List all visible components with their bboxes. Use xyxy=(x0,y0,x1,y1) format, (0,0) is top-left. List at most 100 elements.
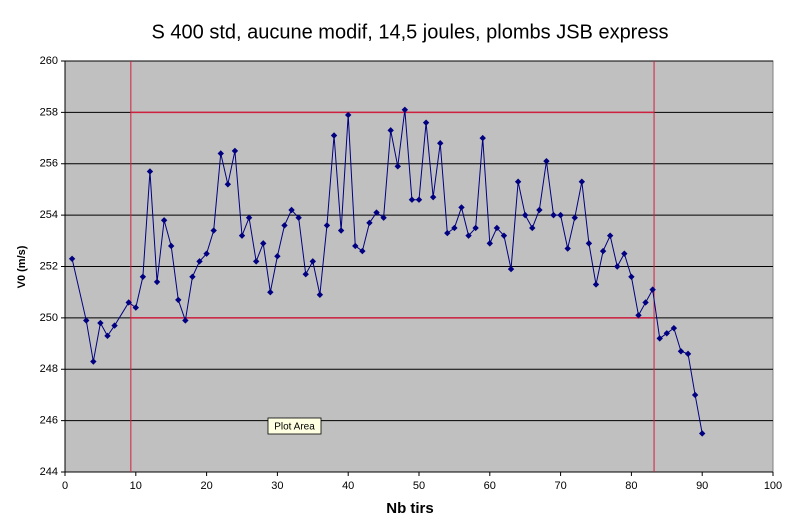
data-marker xyxy=(437,140,444,147)
data-marker xyxy=(295,214,302,221)
data-marker xyxy=(231,147,239,155)
data-marker xyxy=(444,229,451,237)
x-tick-label: 40 xyxy=(342,480,354,492)
data-marker xyxy=(260,240,267,247)
x-tick-label: 60 xyxy=(484,480,496,492)
data-marker xyxy=(422,119,430,126)
data-marker xyxy=(352,242,359,250)
data-marker xyxy=(68,255,76,262)
data-marker xyxy=(663,330,670,337)
data-marker xyxy=(302,271,309,278)
y-tick-label: 246 xyxy=(40,415,58,427)
x-tick-label: 30 xyxy=(271,480,283,492)
data-marker xyxy=(649,286,656,293)
y-tick-label: 252 xyxy=(40,260,58,272)
x-tick-label: 20 xyxy=(200,480,212,492)
data-marker xyxy=(274,253,281,260)
data-marker xyxy=(104,332,111,340)
y-tick-label: 256 xyxy=(40,158,58,170)
data-marker xyxy=(415,196,423,203)
data-marker xyxy=(451,224,458,232)
y-tick-label: 250 xyxy=(40,312,58,324)
data-marker xyxy=(210,227,217,234)
data-marker xyxy=(323,222,331,229)
y-tick-label: 248 xyxy=(40,363,58,375)
chart-title: S 400 std, aucune modif, 14,5 joules, pl… xyxy=(152,21,669,43)
data-marker xyxy=(493,224,501,232)
y-tick-label: 260 xyxy=(40,55,58,67)
x-tick-label: 0 xyxy=(62,480,68,492)
data-marker xyxy=(196,258,203,265)
data-marker xyxy=(224,181,232,188)
data-marker xyxy=(281,222,288,229)
data-marker xyxy=(83,317,90,324)
data-marker xyxy=(408,196,416,203)
data-marker xyxy=(288,206,295,214)
data-marker xyxy=(394,163,401,170)
data-marker xyxy=(153,278,161,286)
data-marker xyxy=(429,193,437,201)
data-marker xyxy=(677,348,685,355)
data-marker xyxy=(571,214,578,221)
data-marker xyxy=(507,265,515,273)
data-marker xyxy=(550,211,557,219)
data-marker xyxy=(139,273,147,280)
data-marker xyxy=(529,224,536,232)
data-marker xyxy=(585,240,593,247)
data-marker xyxy=(699,430,706,437)
data-marker xyxy=(614,263,621,270)
data-marker xyxy=(90,358,97,365)
data-marker xyxy=(132,304,139,311)
x-tick-label: 10 xyxy=(130,480,142,492)
data-marker xyxy=(578,178,586,185)
data-marker xyxy=(182,317,189,324)
data-marker xyxy=(189,273,196,280)
data-marker xyxy=(330,132,338,139)
data-marker xyxy=(160,217,168,224)
x-tick-label: 100 xyxy=(764,480,782,492)
data-marker xyxy=(111,322,118,329)
data-marker xyxy=(543,157,550,165)
data-marker xyxy=(387,127,394,134)
data-marker xyxy=(606,232,614,239)
data-marker xyxy=(168,242,175,250)
data-marker xyxy=(656,335,663,342)
data-marker xyxy=(564,245,571,252)
data-marker xyxy=(252,258,260,265)
data-marker xyxy=(373,209,380,216)
data-marker xyxy=(670,324,678,332)
x-tick-label: 90 xyxy=(696,480,708,492)
data-marker xyxy=(345,111,352,119)
x-tick-label: 50 xyxy=(413,480,425,492)
data-marker xyxy=(691,391,699,399)
data-marker xyxy=(628,273,635,280)
data-marker xyxy=(267,288,274,296)
data-marker xyxy=(684,350,692,358)
data-marker xyxy=(500,232,508,239)
data-marker xyxy=(203,250,210,257)
data-marker xyxy=(316,291,324,298)
data-marker xyxy=(522,211,529,219)
data-marker xyxy=(536,206,543,214)
y-tick-label: 254 xyxy=(40,209,58,221)
data-marker xyxy=(458,204,465,211)
data-marker xyxy=(621,250,628,257)
data-marker xyxy=(635,312,642,319)
data-marker xyxy=(359,247,366,255)
x-tick-label: 80 xyxy=(625,480,637,492)
data-marker xyxy=(238,232,246,239)
data-marker xyxy=(337,227,345,234)
y-axis-label: V0 (m/s) xyxy=(16,245,28,288)
data-line xyxy=(71,109,703,434)
y-tick-label: 258 xyxy=(40,106,58,118)
data-marker xyxy=(97,319,104,327)
annotation: Plot Area xyxy=(274,422,315,433)
data-marker xyxy=(366,219,373,227)
data-marker xyxy=(146,168,154,175)
data-marker xyxy=(309,258,316,265)
data-marker xyxy=(514,178,522,185)
data-marker xyxy=(472,224,479,232)
data-marker xyxy=(465,232,472,239)
annotation-box xyxy=(267,417,322,435)
